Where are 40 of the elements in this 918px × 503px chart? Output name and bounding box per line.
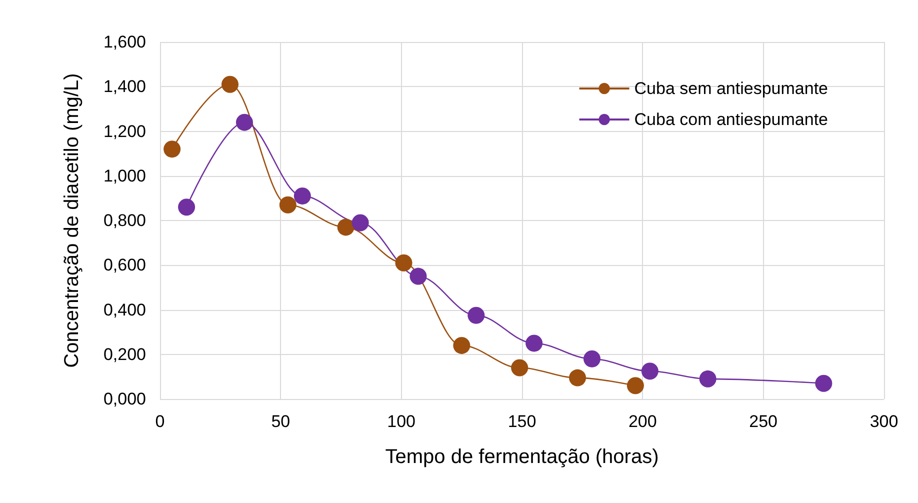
x-axis-title: Tempo de fermentação (horas) [385, 446, 659, 468]
x-tick-label: 0 [155, 412, 165, 431]
y-tick-label: 0,800 [103, 211, 146, 230]
x-tick-label: 150 [508, 412, 536, 431]
y-tick-label: 0,400 [103, 300, 146, 320]
point [337, 218, 354, 236]
y-tick-label: 1,400 [103, 77, 146, 96]
point [236, 114, 253, 131]
point [641, 362, 658, 380]
y-tick-label: 1,000 [103, 166, 146, 186]
x-tick-label: 200 [628, 412, 657, 431]
point [569, 369, 586, 386]
point [164, 140, 181, 158]
legend-label: Cuba com antiespumante [634, 110, 828, 129]
point [511, 359, 528, 376]
point [584, 350, 600, 368]
y-tick-label: 0,600 [103, 256, 146, 275]
point [222, 76, 238, 93]
point [453, 336, 470, 354]
x-tick-label: 50 [271, 412, 290, 431]
point [699, 370, 716, 388]
y-tick-label: 0,200 [103, 344, 146, 364]
point [468, 306, 485, 324]
point [294, 187, 311, 204]
x-tick-label: 300 [870, 412, 898, 431]
point [410, 268, 427, 285]
point [626, 377, 644, 394]
legend-label: Cuba sem antiespumante [634, 79, 828, 98]
point [279, 196, 296, 214]
point [178, 198, 196, 216]
y-tick-label: 0,000 [103, 390, 146, 408]
y-tick-label: 1,600 [103, 32, 146, 52]
point [395, 254, 412, 272]
point [526, 334, 543, 352]
y-axis-title: Concentração de diacetilo (mg/L) [61, 73, 83, 368]
x-tick-label: 100 [387, 412, 416, 431]
point [352, 214, 369, 232]
x-tick-label: 250 [749, 412, 778, 431]
point [815, 374, 832, 392]
y-tick-label: 1,200 [103, 122, 146, 141]
